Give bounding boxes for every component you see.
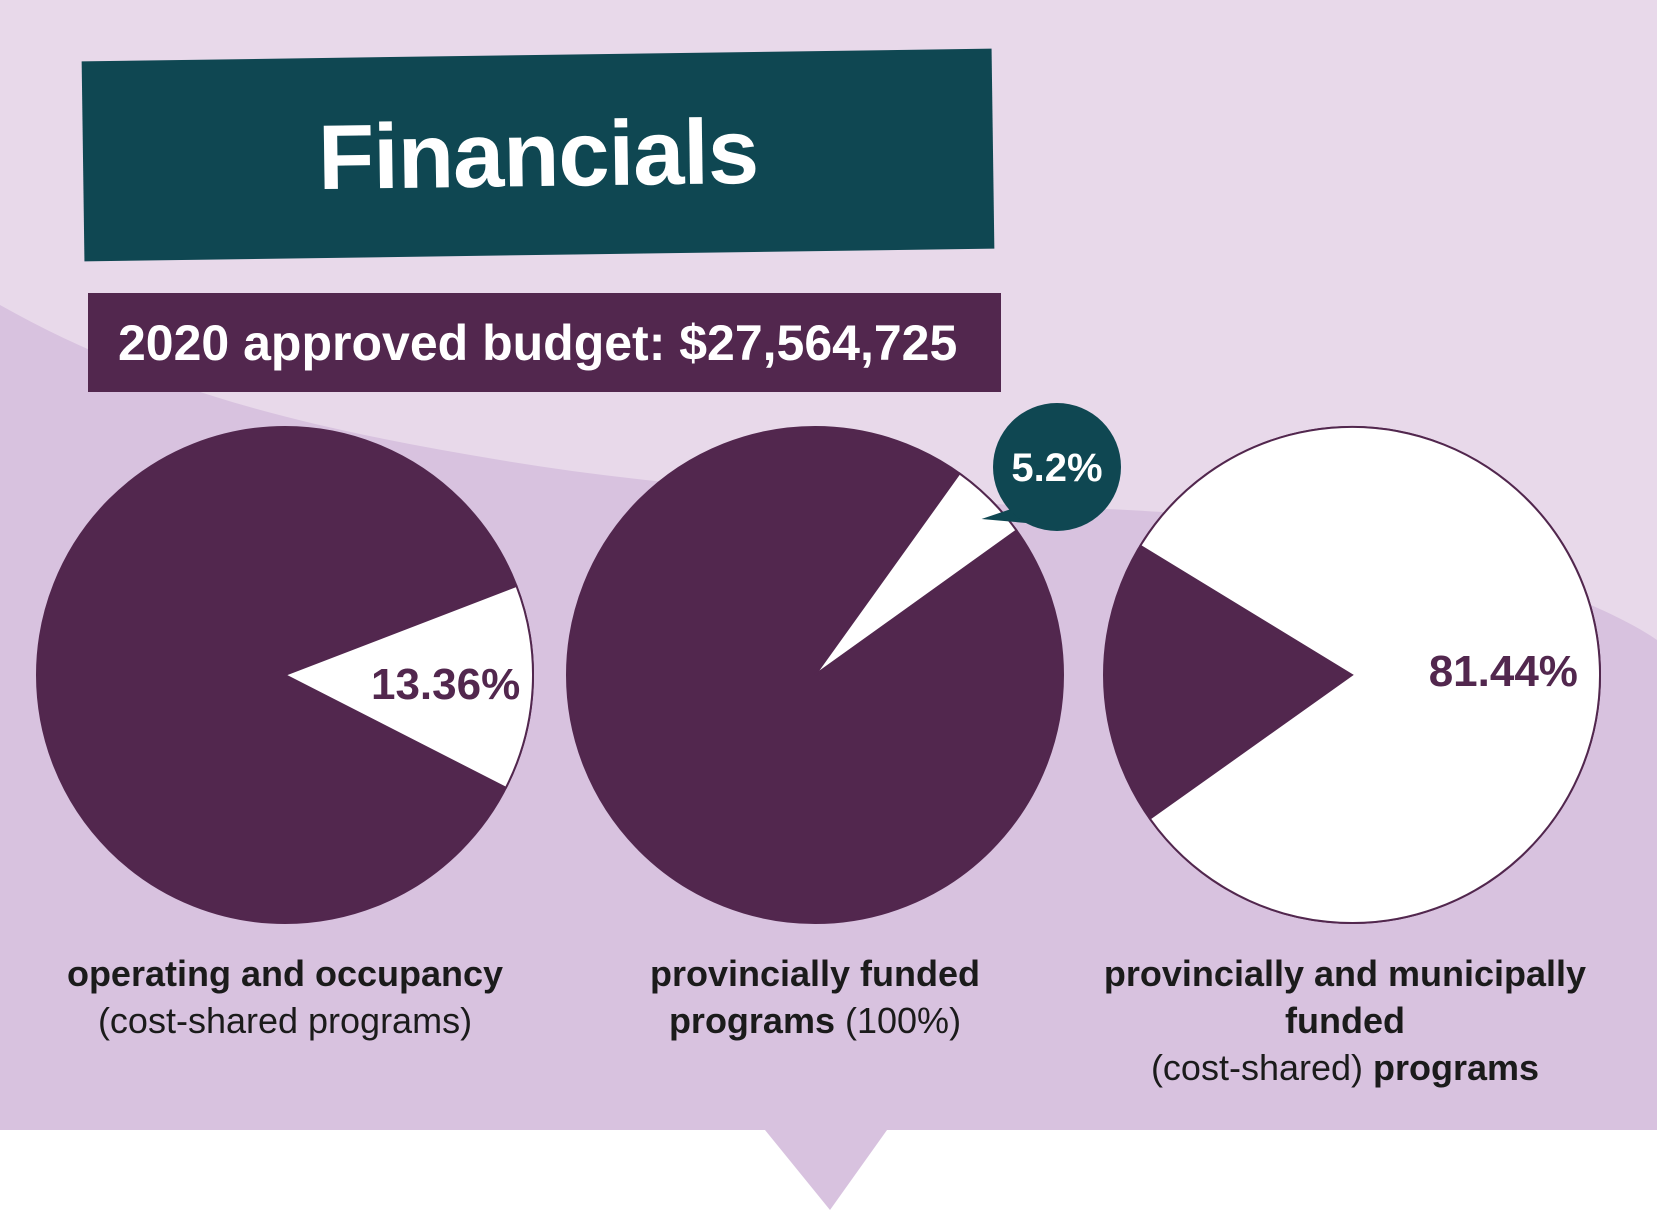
- caption-provincial: provincially funded programs (100%): [560, 950, 1070, 1044]
- caption-provincial-bold-2: programs: [668, 1000, 835, 1041]
- caption-cost-shared: provincially and municipally funded (cos…: [1040, 950, 1650, 1091]
- caption-provincial-normal: (100%): [845, 1000, 962, 1041]
- caption-cost-shared-bold-2: programs: [1373, 1047, 1540, 1088]
- budget-banner: 2020 approved budget: $27,564,725: [88, 293, 1001, 392]
- pie-2-slice-highlight: [814, 472, 1018, 676]
- pointer-triangle: [765, 1130, 887, 1210]
- caption-provincial-bold-1: provincially funded: [649, 953, 981, 994]
- caption-operating-bold: operating and occupancy: [66, 953, 504, 994]
- pie-2-bubble: [993, 403, 1121, 531]
- budget-text: 2020 approved budget: $27,564,725: [118, 314, 958, 371]
- pie-1-label: 13.36%: [371, 660, 520, 709]
- pie-1-slice-highlight: [282, 584, 534, 790]
- pie-3-slice-highlight: [1138, 426, 1601, 924]
- caption-cost-shared-normal: (cost-shared): [1150, 1047, 1363, 1088]
- pie-3-label: 81.44%: [1429, 647, 1578, 696]
- caption-operating: operating and occupancy (cost-shared pro…: [20, 950, 550, 1044]
- caption-operating-normal: (cost-shared programs): [97, 1000, 473, 1041]
- pie-2-label: 5.2%: [1011, 446, 1102, 490]
- caption-cost-shared-bold-1: provincially and municipally funded: [1103, 953, 1587, 1041]
